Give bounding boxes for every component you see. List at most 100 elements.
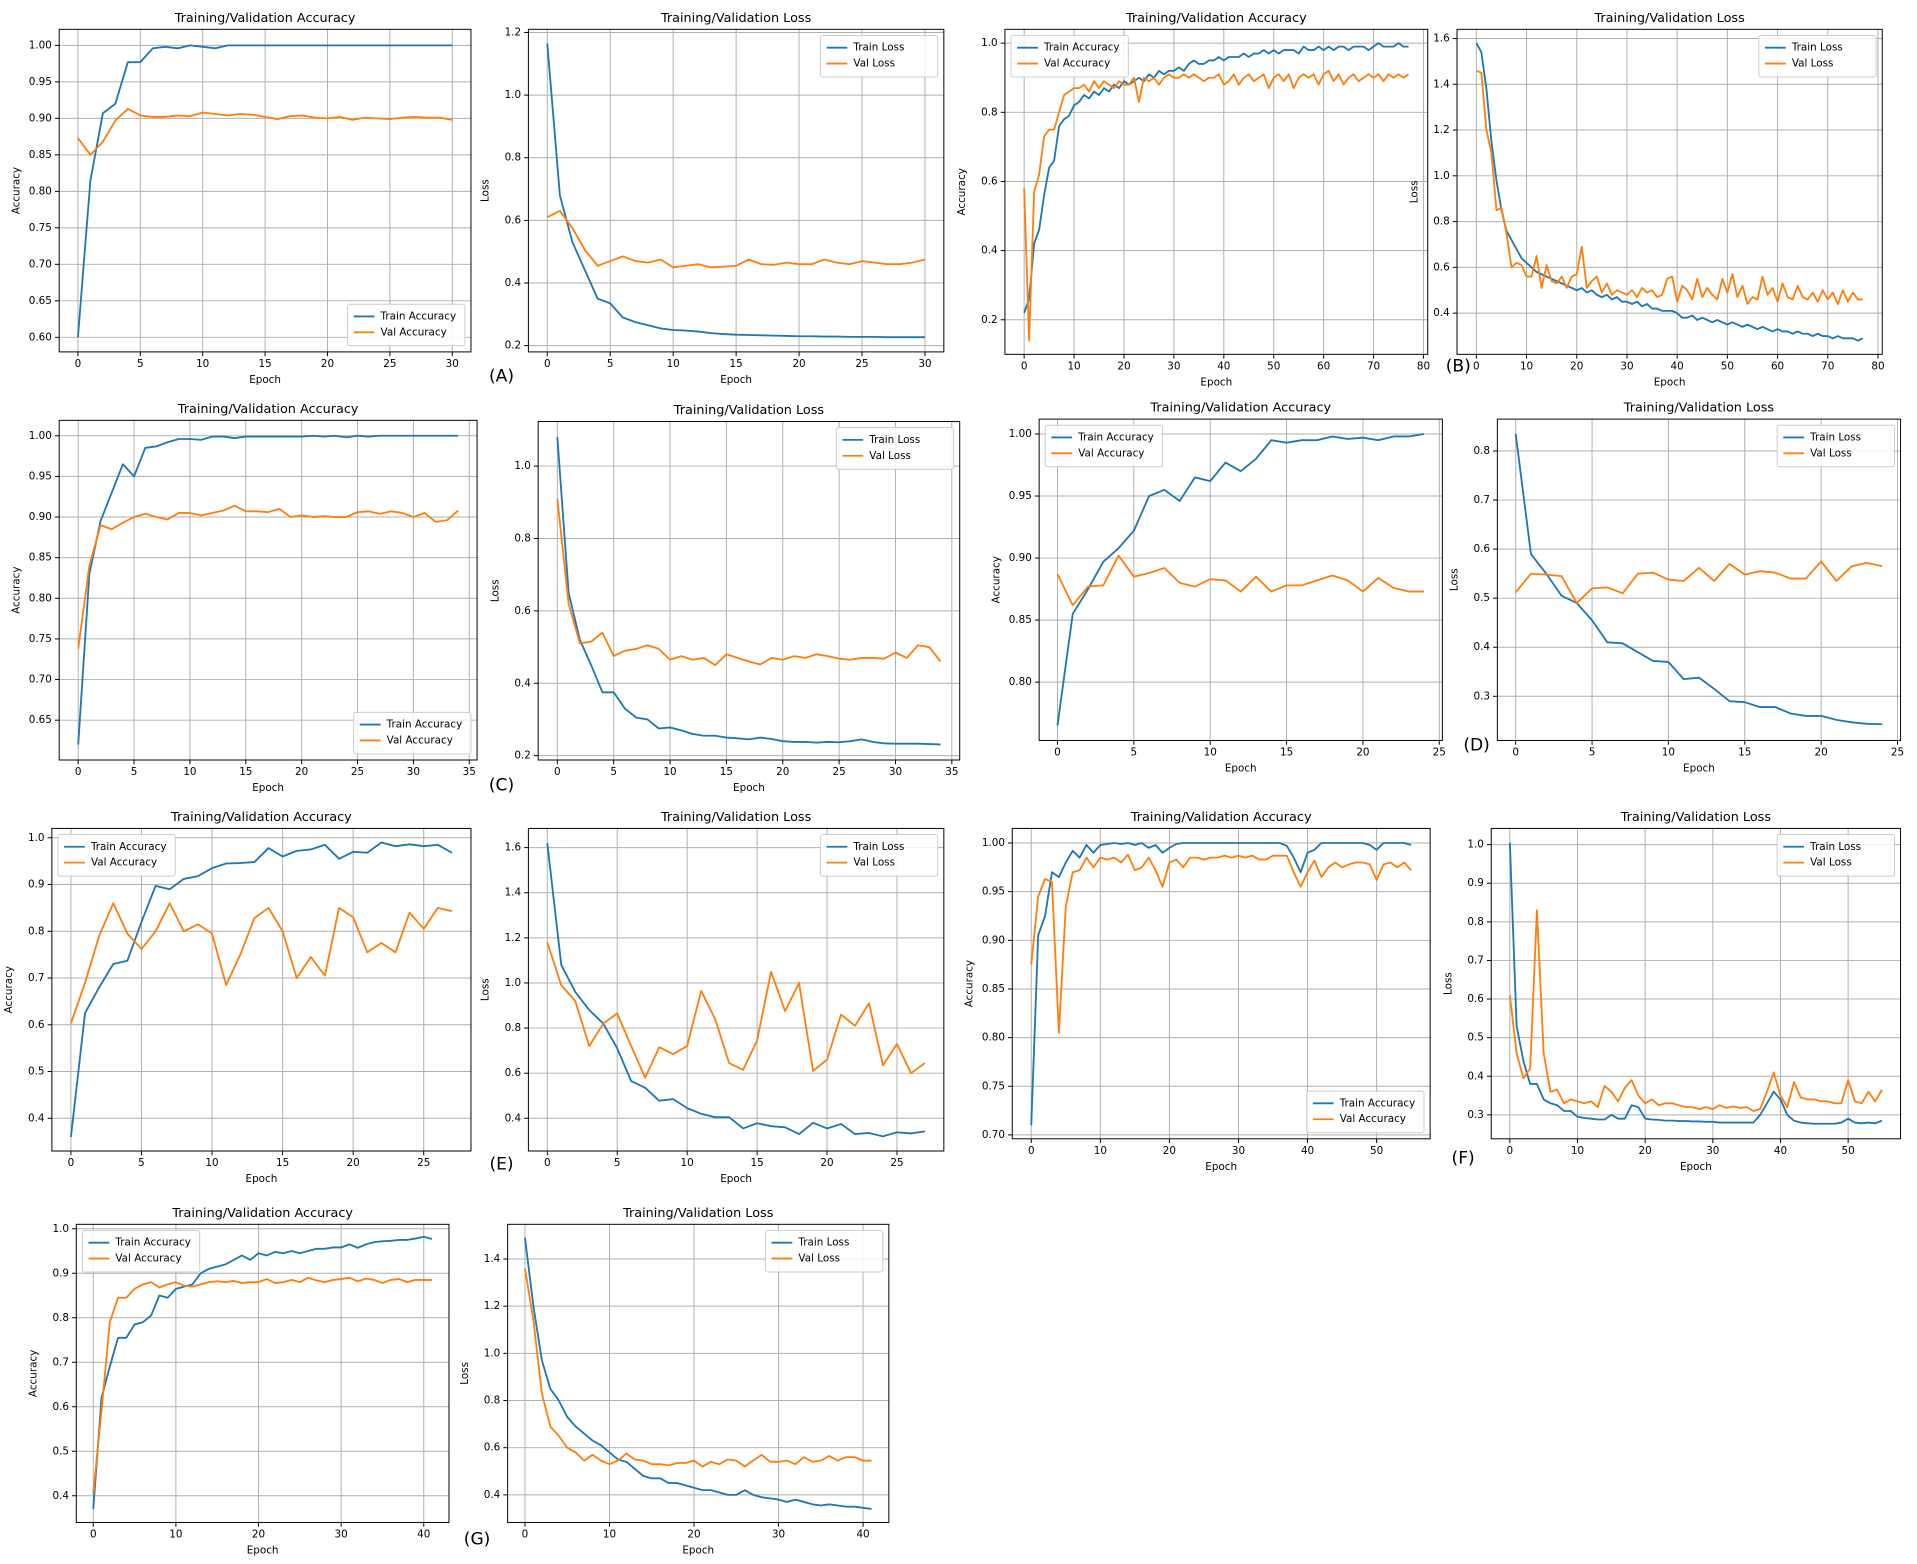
- y-tick-label: 0.4: [28, 1112, 45, 1124]
- y-tick-label: 1.0: [505, 977, 522, 989]
- x-tick-label: 0: [544, 1157, 551, 1169]
- legend: Train Accuracy Val Accuracy: [81, 1229, 201, 1273]
- series-line: [524, 1268, 872, 1468]
- x-tick-label: 5: [607, 358, 614, 370]
- x-tick-label: 10: [205, 1157, 218, 1169]
- x-tick-label: 20: [1163, 1145, 1176, 1157]
- panel-label: (B): [1446, 357, 1471, 377]
- x-tick-label: 10: [681, 1157, 694, 1169]
- y-tick-label: 0.4: [52, 1490, 69, 1502]
- x-tick-label: 10: [663, 766, 676, 778]
- x-tick-label: 30: [1706, 1145, 1719, 1157]
- x-tick-label: 15: [750, 1157, 763, 1169]
- y-tick-label: 0.5: [1474, 592, 1491, 604]
- series-line: [1030, 853, 1412, 1034]
- series-line: [77, 504, 459, 649]
- y-tick-label: 1.0: [505, 89, 522, 101]
- series-line: [546, 43, 925, 339]
- legend: Train Loss Val Loss: [819, 834, 939, 877]
- x-tick-label: 35: [945, 766, 958, 778]
- y-tick-label: 0.6: [28, 1019, 45, 1031]
- x-tick-label: 30: [1620, 361, 1633, 373]
- legend-label: Val Loss: [1810, 857, 1852, 869]
- y-tick-label: 0.85: [29, 552, 52, 564]
- y-tick-label: 0.70: [982, 1129, 1005, 1141]
- legend-box: [353, 711, 472, 755]
- chart-title: Training/Validation Accuracy: [171, 1206, 353, 1221]
- y-tick-label: 0.85: [29, 149, 52, 161]
- plot-frame: [75, 1223, 450, 1523]
- x-tick-label: 30: [1167, 361, 1180, 373]
- legend-label: Val Loss: [1810, 447, 1852, 459]
- legend: Train Accuracy Val Accuracy: [347, 303, 466, 347]
- legend: Train Accuracy Val Accuracy: [57, 834, 176, 877]
- legend-box: [57, 834, 176, 877]
- x-tick-label: 20: [1815, 747, 1828, 759]
- y-tick-label: 0.8: [1474, 445, 1491, 457]
- y-tick-label: 1.00: [29, 430, 52, 442]
- y-tick-label: 0.85: [982, 983, 1005, 995]
- y-tick-label: 1.00: [29, 39, 52, 51]
- y-tick-label: 0.80: [1009, 676, 1032, 688]
- y-tick-label: 0.6: [1467, 993, 1484, 1005]
- legend-box: [347, 303, 466, 347]
- x-axis-label: Epoch: [733, 782, 765, 794]
- y-tick-label: 1.0: [28, 832, 45, 844]
- plot-frame: [1038, 418, 1443, 741]
- y-tick-label: 0.75: [29, 633, 52, 645]
- series-line: [70, 902, 453, 1024]
- series-line: [1508, 909, 1883, 1112]
- y-tick-label: 0.75: [29, 222, 52, 234]
- x-tick-label: 15: [276, 1157, 289, 1169]
- y-tick-label: 0.70: [29, 258, 52, 270]
- x-tick-label: 20: [792, 358, 805, 370]
- x-tick-label: 30: [772, 1529, 785, 1541]
- x-tick-label: 20: [687, 1529, 700, 1541]
- legend-label: Train Loss: [868, 434, 920, 446]
- x-tick-label: 10: [1571, 1145, 1584, 1157]
- chart-title: Training/Validation Loss: [1623, 401, 1775, 416]
- x-tick-label: 10: [169, 1529, 182, 1541]
- chart-title: Training/Validation Loss: [1620, 810, 1772, 825]
- x-tick-label: 80: [1871, 361, 1884, 373]
- y-tick-label: 1.0: [981, 37, 998, 49]
- plot-frame: [51, 827, 472, 1152]
- x-tick-label: 30: [1232, 1145, 1245, 1157]
- chart-title: Training/Validation Accuracy: [174, 11, 356, 26]
- y-tick-label: 0.4: [514, 677, 531, 689]
- legend-label: Val Accuracy: [381, 326, 447, 338]
- chart-title: Training/Validation Loss: [660, 810, 812, 825]
- x-tick-label: 20: [776, 766, 789, 778]
- legend-box: [819, 34, 939, 78]
- series-line: [1475, 42, 1864, 342]
- legend-label: Train Loss: [797, 1237, 849, 1249]
- y-tick-label: 0.60: [29, 331, 52, 343]
- x-tick-label: 5: [137, 358, 144, 370]
- x-tick-label: 0: [1512, 747, 1519, 759]
- x-tick-label: 30: [889, 766, 902, 778]
- legend-box: [81, 1229, 201, 1273]
- y-tick-label: 0.5: [1467, 1032, 1484, 1044]
- panel-label: (D): [1463, 735, 1490, 755]
- plot-frame: [1011, 827, 1431, 1140]
- x-tick-label: 0: [1028, 1145, 1035, 1157]
- y-tick-label: 0.7: [1467, 954, 1484, 966]
- x-tick-label: 25: [855, 358, 868, 370]
- y-tick-label: 1.0: [1433, 170, 1450, 182]
- y-tick-label: 0.6: [1433, 261, 1450, 273]
- x-tick-label: 0: [1507, 1145, 1514, 1157]
- x-axis-label: Epoch: [247, 1545, 279, 1557]
- plot-frame: [58, 419, 478, 761]
- y-tick-label: 1.0: [514, 460, 531, 472]
- x-tick-label: 15: [1738, 747, 1751, 759]
- x-tick-label: 20: [1356, 747, 1369, 759]
- x-tick-label: 40: [1301, 1145, 1314, 1157]
- y-tick-label: 0.6: [505, 1067, 522, 1079]
- x-tick-label: 25: [833, 766, 846, 778]
- y-axis-label: Loss: [1449, 568, 1461, 591]
- plot-frame: [1496, 418, 1902, 741]
- x-tick-label: 50: [1267, 361, 1280, 373]
- y-tick-label: 0.4: [484, 1489, 501, 1501]
